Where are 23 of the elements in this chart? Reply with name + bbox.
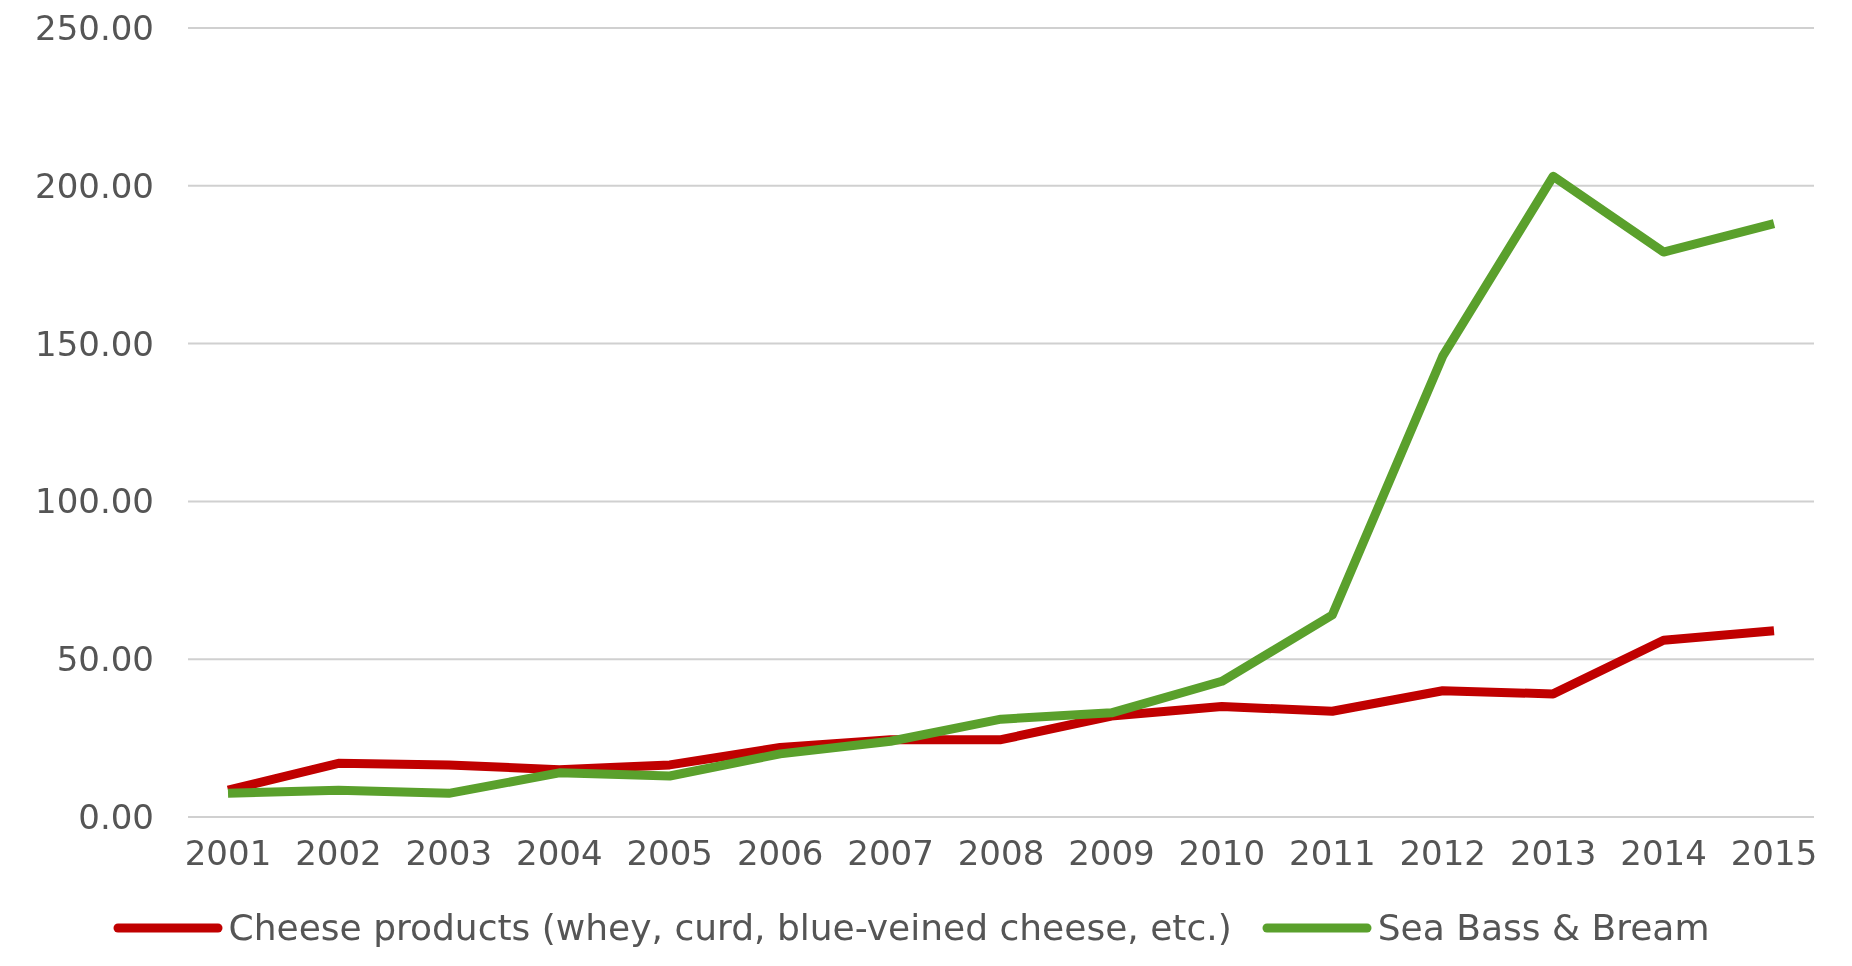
x-tick-label: 2013	[1509, 833, 1597, 874]
x-tick-label: 2006	[736, 833, 824, 874]
y-tick-label: 150.00	[35, 323, 154, 364]
y-tick-label: 0.00	[78, 797, 154, 838]
x-tick-label: 2004	[516, 833, 603, 874]
y-tick-label: 50.00	[56, 639, 154, 680]
y-tick-label: 250.00	[35, 8, 154, 49]
legend-label: Cheese products (whey, curd, blue-veined cheese, etc.)	[228, 907, 1232, 948]
x-tick-label: 2012	[1399, 833, 1486, 874]
x-tick-label: 2007	[847, 833, 934, 874]
x-tick-label: 2002	[295, 833, 382, 874]
x-tick-label: 2015	[1730, 833, 1818, 874]
x-tick-label: 2010	[1178, 833, 1266, 874]
x-tick-label: 2001	[184, 833, 272, 874]
x-tick-label: 2009	[1068, 833, 1155, 874]
x-tick-label: 2008	[957, 833, 1045, 874]
x-tick-label: 2014	[1620, 833, 1707, 874]
legend-label: Sea Bass & Bream	[1377, 907, 1710, 948]
x-tick-label: 2005	[626, 833, 713, 874]
y-tick-label: 200.00	[35, 165, 154, 206]
x-tick-label: 2003	[405, 833, 493, 874]
y-tick-label: 100.00	[35, 481, 154, 522]
x-tick-label: 2011	[1289, 833, 1376, 874]
